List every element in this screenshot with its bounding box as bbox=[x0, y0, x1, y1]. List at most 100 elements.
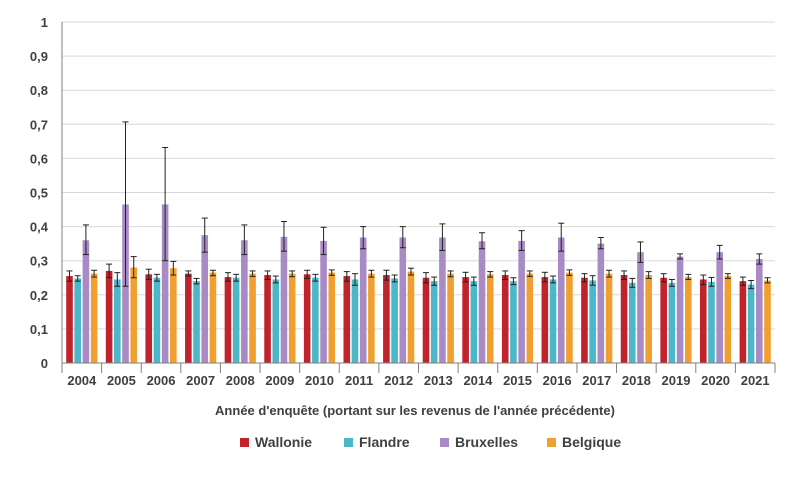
y-tick-label: 1 bbox=[41, 15, 48, 30]
legend-swatch bbox=[344, 438, 353, 447]
x-tick-label: 2006 bbox=[147, 373, 176, 388]
bar-belgique-2011 bbox=[368, 273, 375, 363]
y-tick-label: 0 bbox=[41, 356, 48, 371]
error-bar bbox=[447, 270, 454, 278]
x-tick-label: 2009 bbox=[265, 373, 294, 388]
x-tick-label: 2004 bbox=[67, 373, 97, 388]
bar-belgique-2015 bbox=[526, 273, 534, 363]
error-bar bbox=[272, 275, 279, 284]
error-bar bbox=[162, 146, 169, 262]
error-bar bbox=[716, 244, 723, 260]
error-bar bbox=[558, 222, 565, 252]
bar-belgique-2008 bbox=[249, 273, 256, 363]
x-tick-label: 2013 bbox=[424, 373, 453, 388]
bar-flandre-2018 bbox=[628, 282, 636, 363]
error-bar bbox=[193, 277, 200, 285]
bar-wallonie-2021 bbox=[739, 281, 747, 363]
error-bar bbox=[423, 272, 430, 284]
x-tick-label: 2020 bbox=[701, 373, 730, 388]
legend-item-belgique: Belgique bbox=[547, 434, 621, 450]
x-tick-label: 2016 bbox=[543, 373, 572, 388]
error-bar bbox=[566, 269, 573, 276]
bar-bruxelles-2008 bbox=[241, 240, 248, 363]
bar-bruxelles-2015 bbox=[518, 240, 525, 363]
bar-bruxelles-2021 bbox=[755, 258, 763, 363]
y-tick-label: 0,2 bbox=[30, 288, 48, 303]
bar-belgique-2005 bbox=[130, 267, 138, 363]
error-bar bbox=[82, 224, 89, 256]
error-bar bbox=[589, 275, 596, 286]
x-tick-labels: 2004 2005 2006 2007 2008 2009 2010 2011 2012 2013… bbox=[67, 373, 769, 388]
error-bar bbox=[201, 217, 208, 253]
error-bar bbox=[756, 253, 763, 265]
y-tick-label: 0,6 bbox=[30, 151, 48, 166]
error-bar bbox=[289, 270, 296, 278]
error-bar bbox=[185, 270, 192, 277]
error-bar bbox=[629, 277, 636, 288]
y-tick-label: 0,5 bbox=[30, 186, 48, 201]
x-tick-label: 2010 bbox=[305, 373, 334, 388]
x-axis-title: Année d'enquête (portant sur les revenus… bbox=[215, 403, 615, 418]
x-tick-label: 2021 bbox=[741, 373, 770, 388]
bar-belgique-2017 bbox=[605, 273, 613, 363]
bar-flandre-2016 bbox=[549, 279, 557, 363]
bar-flandre-2007 bbox=[193, 281, 200, 363]
bar-flandre-2017 bbox=[589, 280, 596, 363]
error-bar bbox=[153, 273, 160, 282]
bar-wallonie-2019 bbox=[660, 277, 667, 363]
error-bar bbox=[431, 276, 438, 286]
legend-item-wallonie: Wallonie bbox=[240, 434, 312, 450]
legend: Wallonie Flandre Bruxelles Belgique bbox=[240, 434, 621, 450]
legend-label: Belgique bbox=[562, 434, 621, 450]
legend-swatch bbox=[547, 438, 556, 447]
error-bar bbox=[439, 223, 446, 251]
bar-belgique-2007 bbox=[209, 272, 217, 363]
x-tick-label: 2019 bbox=[662, 373, 691, 388]
error-bar bbox=[145, 268, 152, 280]
error-bar bbox=[328, 269, 335, 276]
error-bar bbox=[518, 230, 525, 251]
x-tick-label: 2012 bbox=[384, 373, 413, 388]
bar-bruxelles-2009 bbox=[280, 236, 288, 363]
bar-bruxelles-2006 bbox=[161, 204, 169, 363]
bar-wallonie-2010 bbox=[303, 274, 311, 363]
error-bar bbox=[668, 278, 675, 287]
error-bar bbox=[550, 275, 557, 284]
bar-wallonie-2016 bbox=[541, 277, 549, 363]
error-bar bbox=[407, 267, 414, 276]
error-bar bbox=[264, 270, 271, 280]
bar-flandre-2015 bbox=[510, 281, 517, 363]
bar-flandre-2014 bbox=[470, 281, 478, 363]
x-tick-label: 2007 bbox=[186, 373, 215, 388]
legend-swatch bbox=[240, 438, 249, 447]
x-tick-label: 2017 bbox=[582, 373, 611, 388]
bar-bruxelles-2007 bbox=[201, 235, 209, 363]
bar-wallonie-2017 bbox=[581, 277, 588, 363]
x-tick-label: 2018 bbox=[622, 373, 651, 388]
bar-bruxelles-2012 bbox=[399, 237, 407, 363]
error-bar bbox=[479, 232, 486, 250]
error-bar bbox=[502, 270, 509, 280]
error-bar bbox=[249, 270, 256, 277]
error-bar bbox=[241, 224, 248, 256]
error-bar bbox=[708, 276, 715, 287]
error-bar bbox=[122, 121, 129, 287]
error-bar bbox=[541, 271, 548, 283]
bar-belgique-2014 bbox=[486, 274, 494, 363]
error-bar bbox=[351, 273, 358, 286]
error-bar bbox=[66, 270, 73, 282]
x-tick-label: 2014 bbox=[463, 373, 493, 388]
error-bar bbox=[677, 253, 684, 260]
bar-wallonie-2015 bbox=[501, 275, 509, 363]
bar-wallonie-2020 bbox=[699, 279, 707, 363]
error-bar bbox=[91, 269, 98, 278]
error-bar bbox=[360, 226, 367, 250]
error-bar bbox=[368, 269, 375, 278]
error-bar bbox=[581, 273, 588, 283]
bars bbox=[66, 204, 771, 363]
bar-bruxelles-2018 bbox=[637, 252, 644, 363]
error-bar bbox=[487, 271, 494, 278]
error-bar bbox=[312, 273, 319, 282]
bar-belgique-2006 bbox=[170, 268, 177, 363]
error-bar bbox=[74, 275, 81, 282]
